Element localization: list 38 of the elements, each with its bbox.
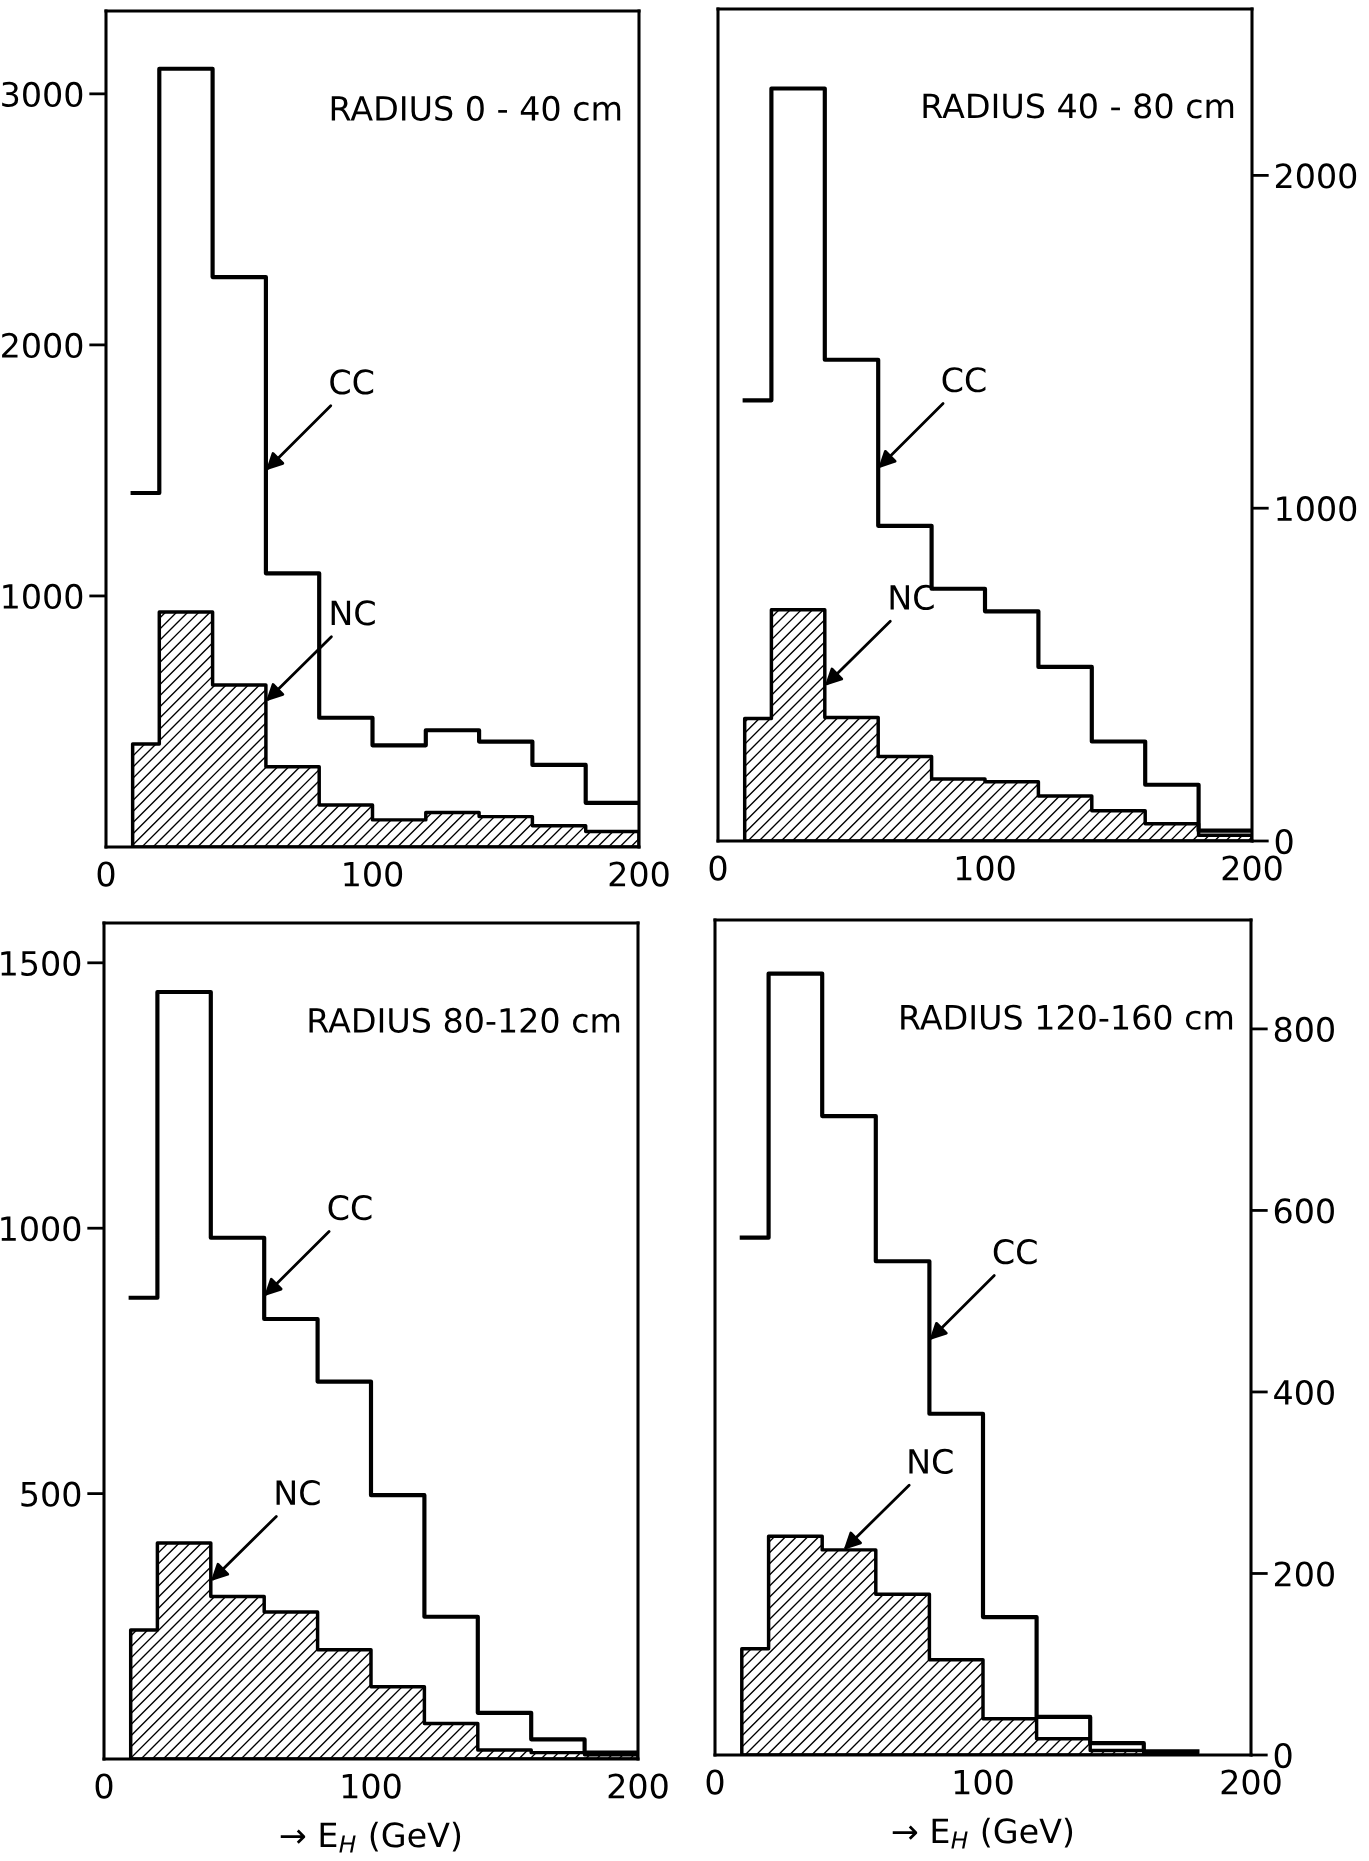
x-axis-title: → E$_{H}$ (GeV) [892, 1817, 1073, 1849]
y-tick-label: 500 [21, 1481, 81, 1507]
x-axis-title: → E$_{H}$ (GeV) [280, 1821, 461, 1853]
y-tick-label: 1000 [1, 1216, 81, 1242]
x-tick-label: 100 [342, 1773, 401, 1799]
x-tick-label: 0 [95, 1773, 113, 1799]
text: RADIUS 120-160 cm [901, 1004, 1233, 1030]
annotation: NC [890, 584, 934, 611]
y-tick-label: 3000 [2, 81, 83, 107]
annotation: NC [276, 1480, 320, 1506]
y-tick-label: 800 [1274, 1016, 1334, 1043]
text: RADIUS 80-120 cm [309, 1007, 620, 1033]
y-tick-label: 600 [1274, 1198, 1334, 1224]
text: RADIUS 40 - 80 cm [923, 93, 1234, 119]
x-tick-label: 0 [706, 1769, 724, 1795]
y-tick-label: 2000 [2, 332, 83, 359]
annotation: CC [328, 1195, 372, 1221]
x-tick-label: 100 [344, 861, 403, 887]
y-tick-label: 200 [1274, 1561, 1334, 1587]
y-tick-label: 1000 [3, 583, 83, 610]
annotation: NC [331, 600, 375, 626]
x-tick-label: 0 [709, 855, 727, 881]
x-tick-label: 100 [954, 1769, 1013, 1795]
annotation: CC [330, 369, 374, 395]
y-tick-label: 0 [1275, 828, 1293, 855]
x-tick-label: 0 [97, 861, 115, 887]
y-tick-label: 2000 [1275, 163, 1357, 189]
y-tick-label: 0 [1274, 1742, 1292, 1769]
x-tick-label: 200 [609, 861, 669, 887]
annotation: NC [909, 1448, 953, 1474]
annotation: CC [993, 1239, 1037, 1265]
y-tick-label: 1500 [1, 950, 81, 976]
x-tick-label: 200 [608, 1773, 668, 1799]
x-tick-label: 100 [956, 855, 1015, 881]
y-tick-label: 1000 [1277, 496, 1357, 522]
y-tick-label: 400 [1274, 1379, 1334, 1406]
text: RADIUS 0 - 40 cm [331, 95, 621, 121]
annotation: CC [942, 367, 986, 393]
